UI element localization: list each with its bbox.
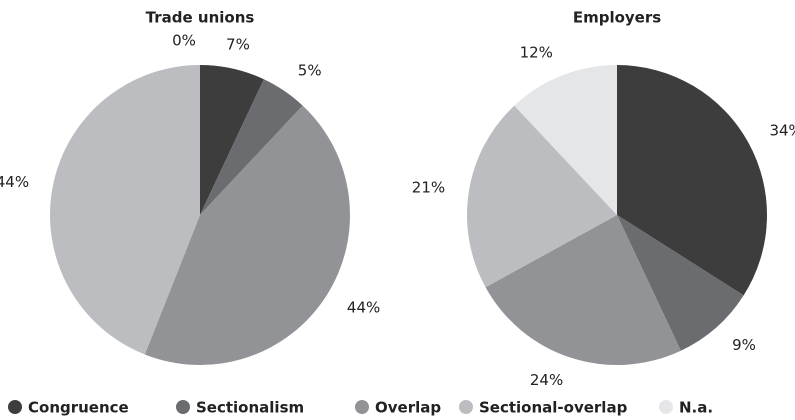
legend-marker xyxy=(459,400,473,414)
data-label: 21% xyxy=(412,178,445,196)
legend-label: Sectional-overlap xyxy=(479,399,628,417)
chart-title: Employers xyxy=(573,9,661,27)
pie-slice xyxy=(200,65,264,215)
data-label: 0% xyxy=(172,32,196,50)
legend-label: Sectionalism xyxy=(196,399,304,417)
legend-label: Congruence xyxy=(28,399,129,417)
data-label: 34% xyxy=(769,122,795,140)
data-label: 12% xyxy=(520,44,553,62)
legend-marker xyxy=(355,400,369,414)
chart-title: Trade unions xyxy=(146,9,255,27)
pie-slice xyxy=(200,79,303,215)
legend-label: N.a. xyxy=(679,399,713,417)
data-label: 44% xyxy=(0,173,29,191)
pie-slice xyxy=(485,215,681,366)
pie-slice xyxy=(514,65,617,215)
data-label: 5% xyxy=(298,62,322,80)
legend-marker xyxy=(176,400,190,414)
data-label: 9% xyxy=(732,336,756,354)
pie-slice xyxy=(49,65,200,355)
legend-label: Overlap xyxy=(375,399,441,417)
legend-marker xyxy=(659,400,673,414)
pie-slice xyxy=(617,65,767,296)
data-label: 24% xyxy=(530,371,563,389)
data-label: 44% xyxy=(347,299,380,317)
pie-slice xyxy=(617,215,744,351)
data-label: 7% xyxy=(226,36,250,54)
pie-slice xyxy=(466,105,617,288)
pie-slice xyxy=(144,105,350,365)
legend-marker xyxy=(8,400,22,414)
